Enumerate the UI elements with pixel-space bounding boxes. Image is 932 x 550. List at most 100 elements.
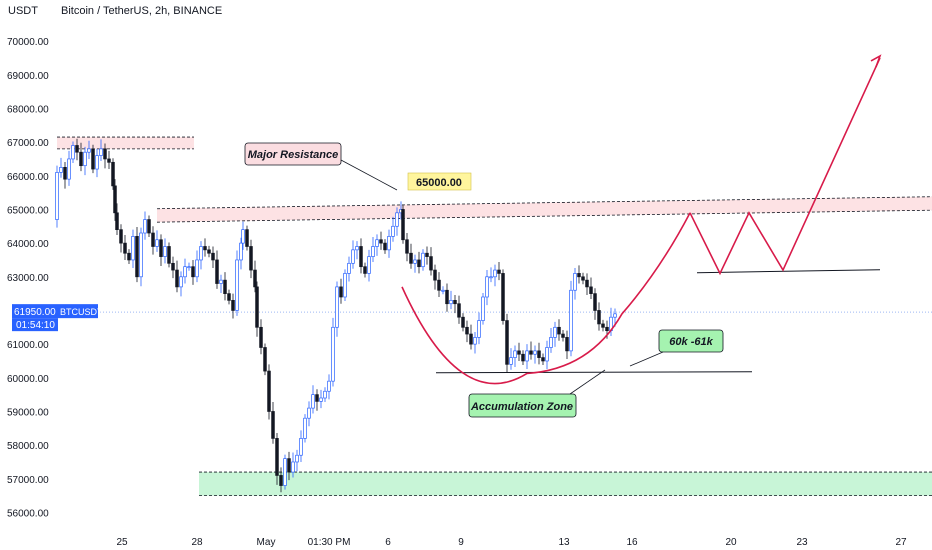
resistance-price-callout: 65000.00: [407, 172, 472, 191]
resistance-price-box: [407, 172, 472, 191]
time-tick-label: 28: [191, 537, 203, 548]
axis: 70000.00 69000.00 68000.00 67000.00 66000.00…: [7, 37, 907, 548]
candle-body: [175, 269, 179, 288]
price-tick-label: 64000.00: [7, 239, 49, 250]
time-tick-label: 9: [458, 537, 464, 548]
candle-body: [517, 350, 521, 355]
time-tick-label: May: [257, 537, 276, 548]
symbol-title[interactable]: Bitcoin / TetherUS, 2h, BINANCE: [61, 5, 223, 17]
candle-body: [593, 293, 597, 311]
candle-body: [119, 229, 123, 244]
candle-body: [191, 266, 195, 278]
candle-body: [323, 390, 327, 399]
candle-body: [227, 293, 231, 301]
major-resistance-upper: [156, 196, 932, 210]
candle-body: [255, 286, 259, 328]
accumulation-support-line: [435, 371, 753, 374]
candle-body: [245, 229, 249, 247]
candle-body: [263, 347, 267, 372]
cup-curve: [401, 212, 691, 385]
candle-body: [253, 269, 257, 288]
accumulation-zone-pointer: [569, 369, 606, 395]
candle-body: [339, 286, 343, 298]
candle-body: [303, 417, 307, 439]
candles: [55, 138, 617, 493]
candle-body: [529, 350, 533, 355]
candle-body: [223, 279, 227, 294]
candle-body: [171, 262, 175, 271]
candle-body: [577, 273, 581, 278]
candle-body: [331, 326, 335, 382]
candle-body: [417, 259, 421, 268]
major-resistance-box: [244, 142, 342, 166]
candle-body: [183, 266, 187, 278]
candle-body: [597, 310, 601, 325]
price-tick-label: 59000.00: [7, 407, 49, 418]
price-tick-label: 65000.00: [7, 205, 49, 216]
price-tick-label: 56000.00: [7, 508, 49, 519]
top-resistance-zone: [57, 137, 194, 149]
candle-body: [573, 273, 577, 291]
candle-body: [521, 353, 525, 362]
price-tick-label: 70000.00: [7, 37, 49, 48]
candle-body: [115, 212, 119, 231]
price-tick-label: 61000.00: [7, 340, 49, 351]
candle-body: [103, 148, 107, 160]
price-tick-label: 67000.00: [7, 138, 49, 149]
major-resistance-callout: Major Resistance: [244, 142, 398, 191]
candle-body: [211, 252, 215, 261]
candle-body: [63, 167, 67, 180]
target-arrowhead: [870, 54, 882, 68]
current-symbol-box: [58, 304, 98, 319]
candle-body: [135, 236, 139, 278]
candle-body: [87, 148, 91, 153]
candle-body: [569, 289, 573, 352]
candle-body: [501, 273, 505, 321]
time-tick-label: 01:30 PM: [308, 537, 351, 548]
candle-body: [295, 454, 299, 463]
candle-body: [537, 350, 541, 358]
candle-body: [477, 320, 481, 338]
candle-body: [203, 246, 207, 251]
price-tick-label: 57000.00: [7, 475, 49, 486]
candle-body: [429, 256, 433, 271]
candle-body: [219, 279, 223, 284]
target-range-callout: 60k -61k: [629, 329, 724, 367]
candle-body: [561, 333, 565, 338]
candle-body: [489, 276, 493, 279]
zones: [57, 136, 932, 497]
candle-body: [375, 239, 379, 247]
candle-body: [127, 252, 131, 261]
candle-body: [363, 266, 367, 274]
currency-unit: USDT: [8, 5, 38, 17]
candle-body: [379, 239, 383, 244]
candle-body: [79, 151, 83, 167]
candle-body: [441, 289, 445, 292]
candle-body: [207, 249, 211, 254]
candle-body: [91, 148, 95, 170]
candle-body: [513, 350, 517, 358]
candle-body: [299, 438, 303, 456]
candle-body: [401, 209, 405, 241]
candle-body: [231, 300, 235, 311]
candle-body: [147, 219, 151, 234]
projection-path: [689, 57, 881, 276]
candle-body: [123, 242, 127, 254]
candle-body: [351, 249, 355, 264]
candle-body: [59, 167, 63, 173]
candle-body: [67, 158, 71, 180]
candle-body: [601, 323, 605, 328]
candle-body: [437, 279, 441, 291]
candle-body: [449, 300, 453, 305]
candle-body: [249, 246, 253, 271]
candle-body: [541, 357, 545, 362]
callouts: Major Resistance 65000.00 60k -61k Accumula…: [244, 142, 724, 418]
overlays: [401, 54, 882, 385]
candle-body: [99, 148, 103, 156]
accumulation-zone-box: [468, 393, 577, 418]
candle-body: [347, 262, 351, 274]
candle-body: [509, 357, 513, 365]
candle-body: [179, 276, 183, 288]
